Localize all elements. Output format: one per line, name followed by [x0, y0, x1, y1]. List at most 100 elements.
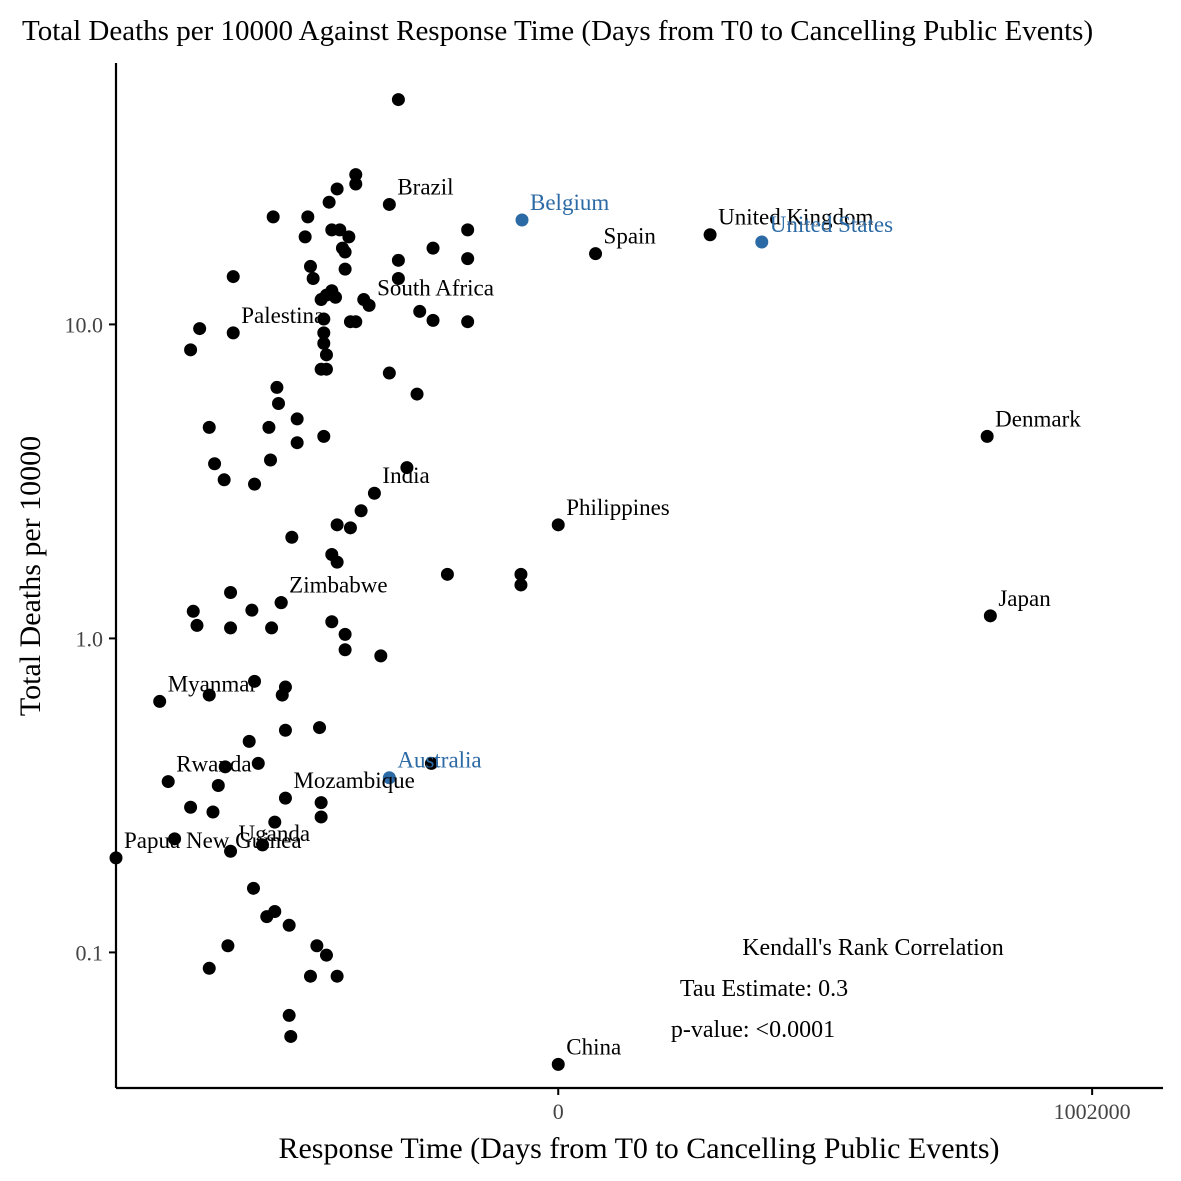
data-point — [282, 918, 296, 932]
data-point — [272, 396, 286, 410]
data-point — [266, 210, 280, 224]
data-point — [168, 832, 182, 846]
data-point — [317, 429, 331, 443]
x-tick-label: 0 — [553, 1099, 564, 1124]
point-label: Papua New Guinea — [124, 828, 302, 853]
data-point — [314, 293, 328, 307]
data-point — [514, 578, 528, 592]
chart-title: Total Deaths per 10000 Against Response … — [22, 15, 1093, 47]
point-label: Australia — [397, 748, 481, 773]
point-label: Myanmar — [168, 671, 258, 696]
data-point — [317, 336, 331, 350]
data-point — [245, 603, 259, 617]
labeled-data-point — [382, 197, 396, 211]
labeled-data-point — [551, 1057, 565, 1071]
x-ticks: 0 1002000 — [553, 1088, 1131, 1124]
point-label: Rwanda — [176, 752, 251, 777]
data-point — [338, 245, 352, 259]
data-point — [313, 721, 327, 735]
data-point — [440, 567, 454, 581]
data-point — [374, 649, 388, 663]
data-point — [226, 270, 240, 284]
y-tick-label: 1.0 — [76, 626, 104, 651]
data-point — [190, 618, 204, 632]
point-label: Mozambique — [293, 768, 414, 793]
point-label: United States — [770, 212, 893, 237]
data-point — [349, 315, 363, 329]
data-point — [202, 961, 216, 975]
data-point — [338, 262, 352, 276]
data-point — [262, 420, 276, 434]
data-point — [206, 805, 220, 819]
data-point — [330, 969, 344, 983]
data-point — [224, 586, 238, 600]
point-label: Denmark — [995, 406, 1081, 431]
axes — [114, 63, 1163, 1090]
data-point — [391, 253, 405, 267]
labeled-data-point — [224, 844, 238, 858]
data-point — [256, 838, 270, 852]
data-point — [382, 366, 396, 380]
point-label: Spain — [604, 224, 657, 249]
data-point — [400, 461, 414, 475]
data-point — [242, 734, 256, 748]
correlation-annotation: Kendall's Rank Correlation Tau Estimate:… — [671, 935, 1004, 1043]
data-point — [265, 621, 279, 635]
labeled-data-point — [755, 235, 769, 249]
data-point — [270, 380, 284, 394]
data-point — [303, 969, 317, 983]
data-point — [342, 230, 356, 244]
data-point — [322, 195, 336, 209]
data-point — [461, 252, 475, 266]
data-point — [354, 504, 368, 518]
data-point — [275, 688, 289, 702]
data-point — [349, 168, 363, 182]
data-point — [317, 312, 331, 326]
labeled-data-point — [589, 247, 603, 261]
point-label: Japan — [998, 586, 1051, 611]
data-point — [317, 326, 331, 340]
data-point — [319, 362, 333, 376]
data-point — [251, 756, 265, 770]
labeled-data-point — [983, 609, 997, 623]
data-point — [514, 567, 528, 581]
data-point — [278, 723, 292, 737]
labeled-data-point — [367, 486, 381, 500]
labeled-data-point — [153, 694, 167, 708]
annotation-title: Kendall's Rank Correlation — [742, 935, 1004, 961]
data-point — [426, 241, 440, 255]
point-label: India — [382, 463, 429, 488]
labeled-data-point — [362, 298, 376, 312]
data-point — [391, 272, 405, 286]
data-point — [314, 810, 328, 824]
data-point — [314, 796, 328, 810]
y-ticks: 0.1 1.0 10.0 — [65, 312, 116, 965]
point-label: Philippines — [566, 495, 670, 520]
x-axis-label: Response Time (Days from T0 to Cancellin… — [278, 1132, 999, 1165]
data-point — [330, 555, 344, 569]
point-label: South Africa — [377, 275, 494, 300]
point-label: Belgium — [530, 190, 609, 215]
data-point — [298, 230, 312, 244]
labeled-data-point — [515, 213, 529, 227]
point-label: United Kingdom — [718, 205, 873, 230]
data-point — [193, 322, 207, 336]
labeled-data-point — [703, 228, 717, 242]
data-point — [338, 643, 352, 657]
annotation-pvalue: p-value: <0.0001 — [671, 1017, 835, 1043]
data-point — [343, 521, 357, 535]
data-point — [248, 477, 262, 491]
data-point — [410, 387, 424, 401]
data-point — [282, 1008, 296, 1022]
labeled-data-point — [278, 791, 292, 805]
data-point — [424, 756, 438, 770]
labeled-data-point — [980, 429, 994, 443]
data-point — [202, 420, 216, 434]
data-point — [310, 939, 324, 953]
data-point — [325, 615, 339, 629]
x-tick-label: 1002000 — [1054, 1099, 1131, 1124]
data-point — [391, 93, 405, 107]
annotation-tau: Tau Estimate: 0.3 — [680, 976, 848, 1002]
y-tick-label: 0.1 — [76, 940, 104, 965]
